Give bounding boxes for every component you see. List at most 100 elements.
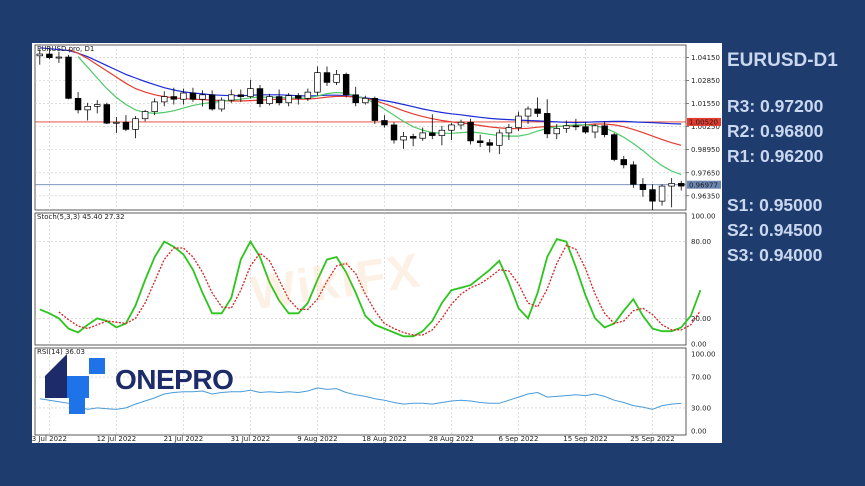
candle-body xyxy=(275,96,283,104)
candle-body xyxy=(285,95,292,104)
candle-body xyxy=(256,88,264,105)
candle-body xyxy=(295,95,302,99)
candle-body xyxy=(228,94,235,101)
price-level-tag xyxy=(687,180,721,189)
symbol-title: EURUSD-D1 xyxy=(727,50,838,71)
candle-body xyxy=(658,185,666,202)
support-s1: S1: 0.95000 xyxy=(727,195,823,215)
candle-body xyxy=(553,128,560,135)
candle-body xyxy=(677,183,685,187)
candle-body xyxy=(132,118,139,130)
stoch-tick-label: 0.00 xyxy=(691,341,707,349)
candle-body xyxy=(457,121,465,126)
candle-body xyxy=(122,121,130,130)
price-pane-frame xyxy=(34,44,687,211)
stoch-label: Stoch(5,3,3) 45.40 27.32 xyxy=(37,213,125,221)
date-tick-label: 3 Jul 2022 xyxy=(32,435,67,443)
candle-body xyxy=(141,111,149,120)
candle-body xyxy=(161,96,168,103)
price-tick-label: 1.04150 xyxy=(691,54,720,62)
stoch-tick-label: 100.00 xyxy=(691,213,716,221)
support-s2: S2: 0.94500 xyxy=(727,220,823,240)
candle-body xyxy=(170,96,178,100)
rsi-tick-label: 30.00 xyxy=(691,404,711,412)
candle-body xyxy=(620,159,627,166)
price-level-tag xyxy=(687,117,721,126)
candle-body xyxy=(610,134,618,160)
candle-body xyxy=(486,142,493,146)
candle-body xyxy=(247,88,254,97)
candle-body xyxy=(496,132,503,146)
candle-body xyxy=(400,136,407,141)
stoch-tick-label: 80.00 xyxy=(691,238,711,246)
candle-body xyxy=(534,108,541,114)
candle-body xyxy=(94,104,101,107)
candle-body xyxy=(476,140,484,144)
candle-body xyxy=(524,108,532,117)
date-tick-label: 15 Sep 2022 xyxy=(563,435,607,443)
date-tick-label: 31 Jul 2022 xyxy=(231,435,271,443)
candle-body xyxy=(237,94,245,97)
stoch-signal-line xyxy=(58,244,701,336)
candle-body xyxy=(419,132,426,139)
support-s3: S3: 0.94000 xyxy=(727,245,823,265)
candle-body xyxy=(55,56,63,59)
candle-body xyxy=(505,127,513,134)
candle-body xyxy=(46,53,53,58)
candle-body xyxy=(84,105,91,111)
date-tick-label: 6 Sep 2022 xyxy=(499,435,539,443)
candle-body xyxy=(409,136,417,139)
date-tick-label: 9 Aug 2022 xyxy=(297,435,337,443)
resistance-r3: R3: 0.97200 xyxy=(727,96,824,116)
price-tick-label: 0.97650 xyxy=(691,169,720,177)
candle-body xyxy=(438,129,446,136)
onepro-logo: ONEPRO xyxy=(45,354,234,414)
candle-body xyxy=(314,72,321,93)
price-tick-label: 1.00250 xyxy=(691,123,720,131)
rsi-tick-label: 100.00 xyxy=(691,351,716,359)
price-tick-label: 0.96350 xyxy=(691,192,720,200)
price-level-label: 1.00520 xyxy=(689,119,718,127)
resistance-r1: R1: 0.96200 xyxy=(727,146,824,166)
price-level-label: 0.96977 xyxy=(689,181,718,189)
date-tick-label: 25 Sep 2022 xyxy=(630,435,674,443)
rsi-label: RSI(14) 36.03 xyxy=(37,348,85,356)
candle-body xyxy=(630,164,637,185)
candle-body xyxy=(582,126,589,133)
rsi-pane-frame xyxy=(34,347,687,436)
candle-body xyxy=(74,97,82,111)
moving-average-line xyxy=(77,56,682,176)
rsi-line xyxy=(39,387,682,410)
candle-body xyxy=(591,125,599,133)
candle-body xyxy=(103,104,111,124)
candle-body xyxy=(467,121,474,142)
candle-body xyxy=(342,74,350,96)
date-tick-label: 21 Jul 2022 xyxy=(164,435,204,443)
candle-body xyxy=(199,94,206,100)
price-tick-label: 1.01550 xyxy=(691,100,720,108)
candle-body xyxy=(218,99,225,110)
candle-body xyxy=(362,97,369,104)
candle-body xyxy=(563,125,570,129)
rsi-tick-label: 0.00 xyxy=(691,428,707,436)
chart-title: EURUSD.pro, D1 xyxy=(37,45,94,53)
date-tick-label: 12 Jul 2022 xyxy=(97,435,137,443)
logo-text: ONEPRO xyxy=(115,364,234,395)
candle-body xyxy=(180,92,187,100)
candle-body xyxy=(381,120,388,126)
candle-body xyxy=(323,72,331,83)
candle-body xyxy=(208,94,216,110)
candle-body xyxy=(304,91,312,99)
candle-body xyxy=(36,53,44,57)
candle-body xyxy=(429,132,436,136)
candle-body xyxy=(333,74,340,83)
moving-average-line xyxy=(39,47,682,125)
candle-body xyxy=(113,121,120,124)
candle-body xyxy=(639,183,647,190)
chart-panel: 3 Jul 2022 12 Jul 2022 21 Jul 2022 31 Jul 2… xyxy=(32,43,722,443)
candle-body xyxy=(352,94,359,104)
resistance-r2: R2: 0.96800 xyxy=(727,121,824,141)
candle-body xyxy=(515,115,522,128)
candle-body xyxy=(572,125,580,128)
onepro-mark-icon xyxy=(45,354,105,414)
